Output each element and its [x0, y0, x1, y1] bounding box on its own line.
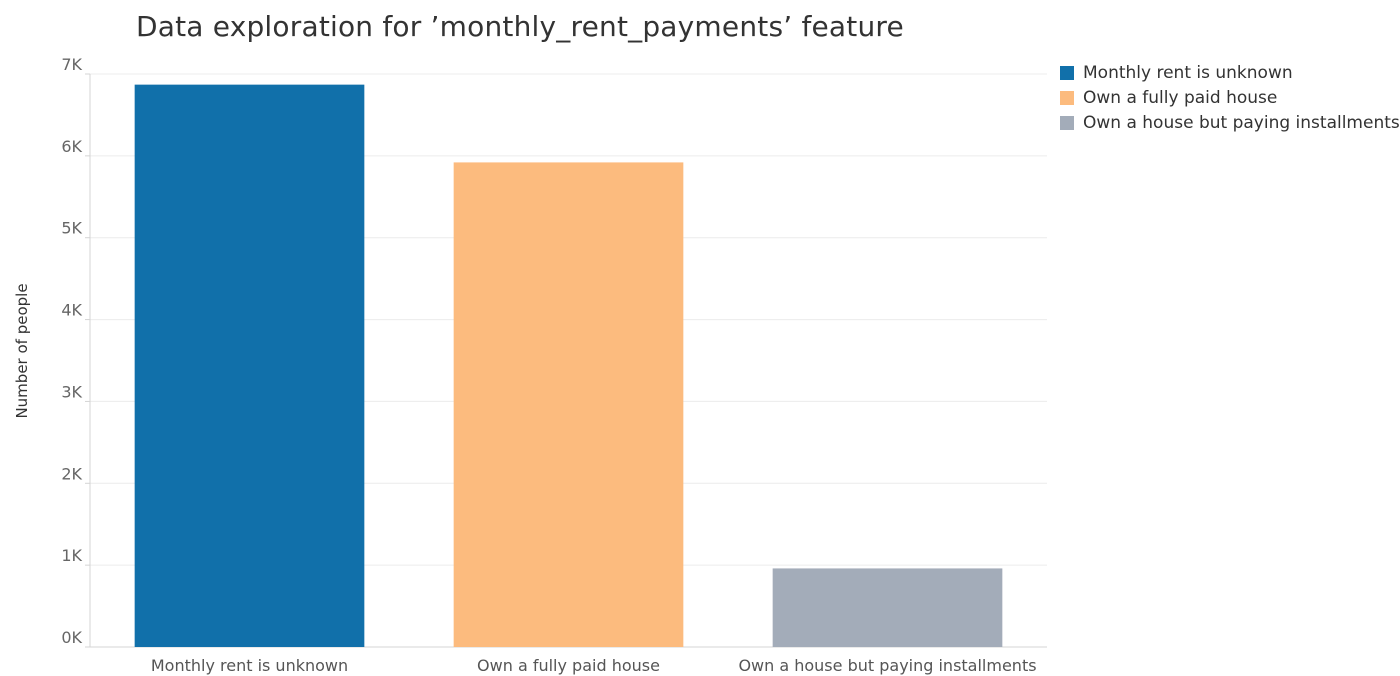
bar	[772, 568, 1003, 647]
y-tick-label: 3K	[61, 382, 82, 401]
x-category-label: Monthly rent is unknown	[151, 656, 348, 675]
legend: Monthly rent is unknown Own a fully paid…	[1060, 60, 1400, 135]
legend-swatch	[1060, 65, 1074, 80]
legend-label: Own a fully paid house	[1083, 87, 1278, 108]
legend-label: Monthly rent is unknown	[1083, 62, 1293, 83]
legend-swatch	[1060, 115, 1074, 130]
y-tick-label: 6K	[61, 137, 82, 156]
y-axis-ticks: 0K 1K 2K 3K 4K 5K 6K 7K	[61, 55, 82, 647]
x-category-label: Own a fully paid house	[477, 656, 660, 675]
chart-title: Data exploration for ’monthly_rent_payme…	[136, 10, 904, 43]
bar	[453, 162, 684, 648]
bars	[134, 84, 1003, 648]
y-axis-title: Number of people	[13, 283, 31, 418]
x-category-label: Own a house but paying installments	[738, 656, 1036, 675]
legend-item: Monthly rent is unknown	[1060, 60, 1400, 85]
y-tick-label: 5K	[61, 219, 82, 238]
legend-label: Own a house but paying installments	[1083, 112, 1400, 133]
legend-item: Own a house but paying installments	[1060, 110, 1400, 135]
y-tick-label: 7K	[61, 55, 82, 74]
legend-swatch	[1060, 90, 1074, 105]
y-tick-label: 2K	[61, 464, 82, 483]
y-tick-label: 4K	[61, 301, 82, 320]
x-axis-categories: Monthly rent is unknown Own a fully paid …	[151, 656, 1037, 675]
bar	[134, 84, 365, 648]
y-tick-label: 0K	[61, 628, 82, 647]
legend-item: Own a fully paid house	[1060, 85, 1400, 110]
y-tick-label: 1K	[61, 546, 82, 565]
